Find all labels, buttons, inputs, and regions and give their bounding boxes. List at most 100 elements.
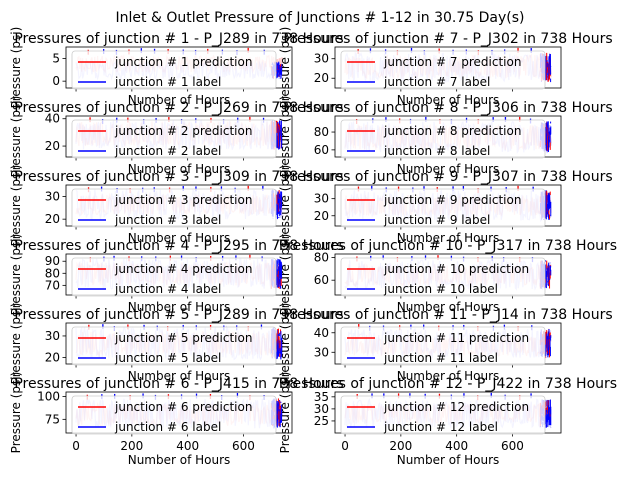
legend-entry: junction # 4 prediction <box>114 262 252 276</box>
y-tick-label: 5 <box>52 51 60 65</box>
y-tick-label: 0 <box>52 74 60 88</box>
y-axis-label: Pressure (psi) <box>278 234 292 316</box>
x-axis-label: Number of Hours <box>397 93 500 107</box>
legend-entry: junction # 7 label <box>383 75 490 89</box>
y-tick-label: 75 <box>45 412 60 426</box>
x-tick-label: 400 <box>445 439 468 453</box>
panel-10: 30 40 Pressures of junction # 11 - P_J14 i… <box>278 303 613 385</box>
legend-entry: junction # 2 label <box>114 144 221 158</box>
y-tick-label: 60 <box>314 273 329 287</box>
legend-entry: junction # 6 prediction <box>114 400 252 414</box>
x-tick-label: 0 <box>341 439 349 453</box>
legend-entry: junction # 9 prediction <box>383 193 521 207</box>
panel-9: 20 30 Pressures of junction # 5 - P_J289 i… <box>9 303 344 385</box>
legend: junction # 3 prediction junction # 3 labe… <box>71 188 277 228</box>
legend-box <box>71 257 277 297</box>
subplot-title: Pressures of junction # 8 - P_J306 in 73… <box>283 100 612 116</box>
y-axis-label: Pressure (psi) <box>278 303 292 385</box>
legend-box <box>71 50 277 90</box>
subplot-title: Pressures of junction # 7 - P_J302 in 73… <box>283 31 612 47</box>
y-tick-label: 100 <box>37 390 60 404</box>
legend-entry: junction # 5 prediction <box>114 331 252 345</box>
legend: junction # 8 prediction junction # 8 labe… <box>340 119 546 159</box>
x-axis-label: Number of Hours <box>128 453 231 467</box>
y-tick-label: 20 <box>314 71 329 85</box>
subplot-title: Pressures of junction # 4 - P_J295 in 73… <box>14 238 343 254</box>
x-axis-label: Number of Hours <box>128 93 231 107</box>
y-tick-label: 40 <box>314 326 329 340</box>
legend-entry: junction # 4 label <box>114 282 221 296</box>
y-tick-label: 25 <box>314 414 329 428</box>
legend-box <box>71 119 277 159</box>
legend: junction # 9 prediction junction # 9 labe… <box>340 188 546 228</box>
legend-box <box>340 257 546 297</box>
legend-entry: junction # 8 prediction <box>383 124 521 138</box>
y-tick-label: 20 <box>45 212 60 226</box>
y-tick-label: 90 <box>45 254 60 268</box>
legend-box <box>340 326 546 366</box>
subplot-title: Pressures of junction # 6 - P_J415 in 73… <box>14 376 343 392</box>
figure-title: Inlet & Outlet Pressure of Junctions # 1… <box>116 10 525 26</box>
legend-entry: junction # 1 label <box>114 75 221 89</box>
x-tick-label: 600 <box>232 439 255 453</box>
y-axis-label: Pressure (psi) <box>9 303 23 385</box>
y-tick-label: 40 <box>45 112 60 126</box>
legend-entry: junction # 5 label <box>114 351 221 365</box>
y-tick-label: 30 <box>314 402 329 416</box>
legend-box <box>340 188 546 228</box>
y-tick-label: 30 <box>314 192 329 206</box>
legend-box <box>340 395 546 435</box>
legend: junction # 12 prediction junction # 12 la… <box>340 395 546 435</box>
subplot-title: Pressures of junction # 1 - P_J289 in 73… <box>14 31 343 47</box>
subplot-title: Pressures of junction # 12 - P_J422 in 7… <box>279 376 617 392</box>
legend-entry: junction # 8 label <box>383 144 490 158</box>
y-axis-label: Pressure (psi) <box>9 234 23 316</box>
legend-entry: junction # 10 label <box>383 282 498 296</box>
legend-entry: junction # 3 label <box>114 213 221 227</box>
legend: junction # 1 prediction junction # 1 labe… <box>71 50 277 90</box>
y-tick-label: 30 <box>314 52 329 66</box>
y-axis-label: Pressure (psi) <box>278 96 292 178</box>
y-tick-label: 80 <box>314 125 329 139</box>
y-tick-label: 20 <box>45 139 60 153</box>
legend-entry: junction # 11 prediction <box>383 331 529 345</box>
x-axis-label: Number of Hours <box>128 369 231 383</box>
x-tick-label: 200 <box>389 439 412 453</box>
legend-box <box>71 395 277 435</box>
y-tick-label: 20 <box>314 209 329 223</box>
y-axis-label: Pressure (psi) <box>9 27 23 109</box>
legend: junction # 6 prediction junction # 6 labe… <box>71 395 277 435</box>
legend-box <box>71 188 277 228</box>
y-tick-label: 60 <box>314 143 329 157</box>
panel-5: 20 30 Pressures of junction # 3 - P_J309 i… <box>9 165 344 247</box>
subplots-grid: 0 5 Pressures of junction # 1 - P_J289 in … <box>9 27 617 467</box>
y-axis-label: Pressure (psi) <box>9 96 23 178</box>
y-axis-label: Pressure (psi) <box>278 27 292 109</box>
y-axis-label: Pressure (psi) <box>9 372 23 454</box>
legend: junction # 2 prediction junction # 2 labe… <box>71 119 277 159</box>
subplot-title: Pressures of junction # 11 - P_J14 in 73… <box>283 307 612 323</box>
subplot-title: Pressures of junction # 3 - P_J309 in 73… <box>14 169 343 185</box>
y-tick-label: 35 <box>314 390 329 404</box>
y-tick-label: 70 <box>45 278 60 292</box>
legend: junction # 10 prediction junction # 10 la… <box>340 257 546 297</box>
legend-box <box>71 326 277 366</box>
panel-1: 0 5 Pressures of junction # 1 - P_J289 in … <box>9 27 344 109</box>
legend-entry: junction # 10 prediction <box>383 262 529 276</box>
y-tick-label: 30 <box>45 189 60 203</box>
legend-entry: junction # 11 label <box>383 351 498 365</box>
subplot-title: Pressures of junction # 10 - P_J317 in 7… <box>279 238 617 254</box>
subplot-title: Pressures of junction # 5 - P_J289 in 73… <box>14 307 343 323</box>
legend: junction # 4 prediction junction # 4 labe… <box>71 257 277 297</box>
x-tick-label: 600 <box>501 439 524 453</box>
y-tick-label: 80 <box>314 250 329 264</box>
x-axis-label: Number of Hours <box>397 369 500 383</box>
x-axis-label: Number of Hours <box>128 231 231 245</box>
x-tick-label: 0 <box>72 439 80 453</box>
legend-entry: junction # 9 label <box>383 213 490 227</box>
y-tick-label: 30 <box>45 329 60 343</box>
